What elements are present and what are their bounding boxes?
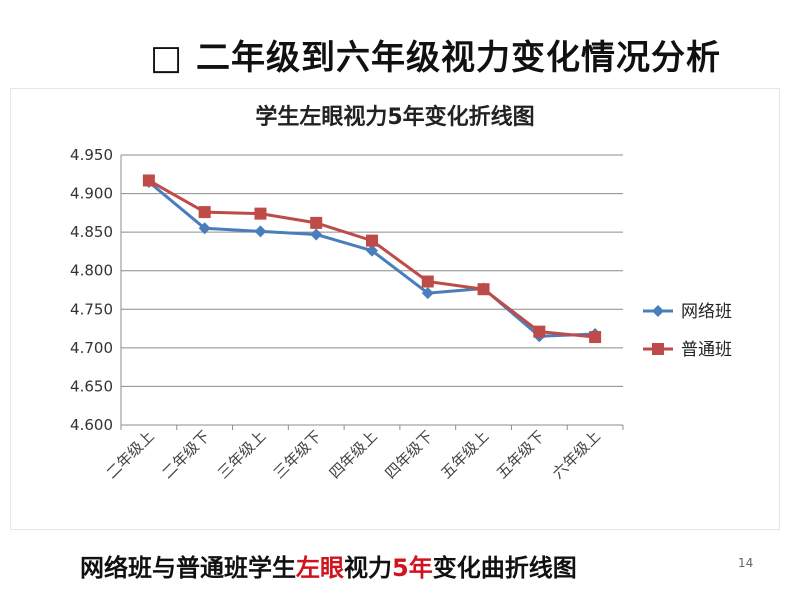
caption-text-3: 变化曲折线图 — [432, 554, 577, 582]
legend-label: 网络班 — [681, 302, 732, 322]
y-tick-label: 4.600 — [70, 416, 113, 434]
data-point — [254, 225, 267, 238]
data-point — [421, 287, 434, 300]
caption-highlight-left-eye: 左眼 — [296, 554, 344, 582]
data-point — [533, 325, 546, 338]
series-line-1 — [147, 180, 596, 338]
data-point — [198, 206, 211, 219]
data-point — [310, 228, 323, 241]
chart-title: 学生左眼视力5年变化折线图 — [255, 105, 535, 130]
x-tick-label: 六年级上 — [549, 427, 604, 482]
x-tick-label: 二年级下 — [158, 427, 213, 482]
slide-title: □ 二年级到六年级视力变化情况分析 — [150, 38, 721, 78]
x-tick-label: 五年级上 — [437, 427, 492, 482]
caption-text-1: 网络班与普通班学生 — [80, 554, 296, 582]
data-point — [421, 275, 434, 288]
chart-area: 学生左眼视力5年变化折线图 4.950 4.900 4.850 4.800 4.750 4… — [10, 88, 780, 530]
caption-text-2: 视力 — [344, 554, 392, 582]
y-tick-label: 4.850 — [70, 223, 113, 241]
y-tick-label: 4.950 — [70, 146, 113, 164]
series-line-2 — [148, 179, 596, 339]
data-point — [477, 283, 490, 296]
x-tick-label: 三年级上 — [214, 427, 269, 482]
y-tick-label: 4.900 — [70, 185, 113, 203]
data-point — [198, 222, 211, 235]
y-tick-label: 4.800 — [70, 262, 113, 280]
x-tick-label: 四年级下 — [381, 427, 436, 482]
data-point — [310, 216, 323, 229]
data-point — [589, 331, 602, 344]
x-tick-label: 三年级下 — [270, 427, 325, 482]
x-tick-label: 五年级下 — [493, 427, 548, 482]
bottom-caption: 网络班与普通班学生左眼视力5年变化曲折线图 — [80, 548, 577, 583]
data-point — [142, 174, 155, 187]
data-point — [254, 207, 267, 220]
legend-marker — [652, 343, 664, 355]
page-number: 14 — [738, 556, 754, 570]
legend-marker — [652, 305, 664, 317]
data-point — [366, 244, 378, 257]
caption-highlight-5-years: 5年 — [392, 554, 433, 582]
y-tick-label: 4.750 — [70, 300, 113, 318]
line-chart: 4.950 4.900 4.850 4.800 4.750 4.700 4.650 4.600… — [70, 146, 732, 482]
x-tick-label: 二年级上 — [103, 427, 158, 482]
legend-label: 普通班 — [681, 340, 732, 360]
data-point — [366, 234, 378, 247]
y-tick-label: 4.700 — [70, 339, 113, 357]
y-tick-label: 4.650 — [70, 377, 113, 395]
x-tick-label: 四年级上 — [326, 427, 381, 482]
